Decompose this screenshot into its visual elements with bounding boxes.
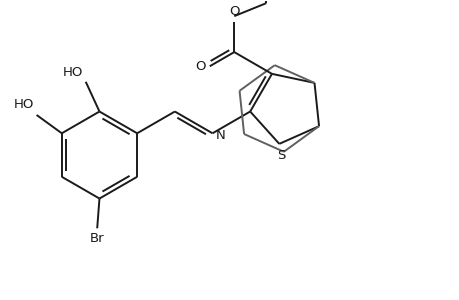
Text: O: O [229,5,239,18]
Text: N: N [216,129,225,142]
Text: S: S [277,149,285,162]
Text: HO: HO [63,66,83,79]
Text: O: O [195,60,206,73]
Text: Br: Br [90,232,104,245]
Text: HO: HO [14,98,34,111]
